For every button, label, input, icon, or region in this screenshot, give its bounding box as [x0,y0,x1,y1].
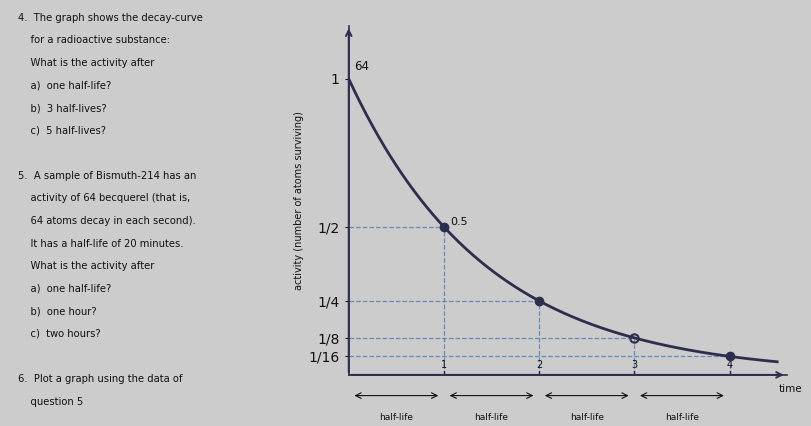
Text: 5.  A sample of Bismuth-214 has an: 5. A sample of Bismuth-214 has an [19,171,197,181]
Text: What is the activity after: What is the activity after [19,58,155,68]
Text: half-life: half-life [474,413,508,422]
Text: c)  two hours?: c) two hours? [19,329,101,339]
Text: 64 atoms decay in each second).: 64 atoms decay in each second). [19,216,196,226]
Text: time: time [779,384,803,394]
Text: 1: 1 [441,360,447,369]
Text: 2: 2 [536,360,543,369]
Text: question 5: question 5 [19,397,84,406]
Text: 0.5: 0.5 [451,217,468,227]
Y-axis label: activity (number of atoms surviving): activity (number of atoms surviving) [294,111,304,290]
Text: half-life: half-life [570,413,603,422]
Text: half-life: half-life [665,413,699,422]
Text: 6.  Plot a graph using the data of: 6. Plot a graph using the data of [19,374,182,384]
Text: What is the activity after: What is the activity after [19,261,155,271]
Text: for a radioactive substance:: for a radioactive substance: [19,35,170,45]
Text: b)  3 half-lives?: b) 3 half-lives? [19,103,107,113]
Text: 4.  The graph shows the decay-curve: 4. The graph shows the decay-curve [19,13,204,23]
Text: a)  one half-life?: a) one half-life? [19,284,112,294]
Text: b)  one hour?: b) one hour? [19,306,97,316]
Text: 64: 64 [354,60,370,73]
Text: a)  one half-life?: a) one half-life? [19,81,112,90]
Text: 4: 4 [727,360,732,369]
Text: half-life: half-life [380,413,414,422]
Text: 3: 3 [631,360,637,369]
Text: c)  5 half-lives?: c) 5 half-lives? [19,126,106,135]
Text: It has a half-life of 20 minutes.: It has a half-life of 20 minutes. [19,239,184,248]
Text: activity of 64 becquerel (that is,: activity of 64 becquerel (that is, [19,193,191,203]
